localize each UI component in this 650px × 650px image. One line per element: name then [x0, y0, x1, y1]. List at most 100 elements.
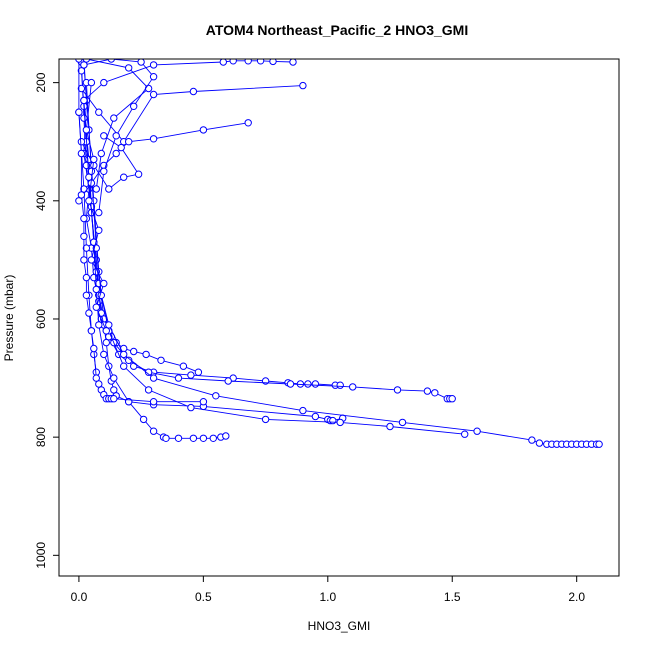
data-point: [87, 327, 96, 335]
data-point: [304, 380, 312, 388]
data-point: [120, 173, 128, 181]
data-point: [199, 398, 208, 406]
data-point: [110, 114, 118, 122]
data-point: [95, 226, 103, 235]
data-point: [134, 170, 143, 178]
data-point: [398, 418, 407, 427]
data-point: [117, 143, 125, 152]
data-point: [92, 374, 101, 382]
x-tick-label: 1.5: [444, 590, 461, 604]
series-11: [75, 119, 252, 205]
data-point: [149, 427, 158, 435]
data-point: [75, 59, 83, 63]
data-point: [256, 59, 265, 65]
data-point: [102, 327, 111, 335]
x-tick-label: 1.0: [319, 590, 336, 604]
data-point: [199, 434, 208, 442]
data-point: [311, 380, 320, 388]
data-point: [102, 338, 111, 347]
data-point: [189, 434, 198, 442]
data-point: [473, 427, 481, 435]
data-point: [535, 439, 544, 447]
data-point: [77, 138, 86, 146]
data-point: [87, 78, 96, 87]
data-point: [100, 78, 108, 87]
x-axis: 0.0 0.5 1.0 1.5 2.0: [71, 576, 585, 604]
y-tick-label: 200: [34, 72, 48, 92]
data-point: [112, 149, 120, 158]
data-point: [125, 356, 133, 364]
data-point: [125, 138, 133, 146]
data-point: [149, 135, 158, 143]
data-point: [142, 350, 150, 359]
data-point: [100, 167, 108, 176]
data-point: [97, 149, 106, 158]
data-point: [149, 61, 158, 69]
data-point: [82, 273, 91, 282]
series-14: [82, 78, 111, 335]
series-layer: [75, 59, 603, 448]
data-point: [311, 412, 320, 421]
data-point: [85, 197, 93, 205]
data-point: [149, 90, 158, 99]
data-point: [393, 386, 402, 394]
data-point: [107, 59, 115, 63]
plot-frame: [58, 58, 620, 577]
data-point: [149, 374, 158, 382]
data-point: [212, 392, 220, 400]
data-point: [100, 350, 108, 359]
data-point: [349, 383, 357, 391]
data-point: [120, 350, 128, 359]
series-15: [82, 59, 153, 193]
y-tick-label: 400: [34, 190, 48, 210]
series-9: [80, 59, 297, 105]
data-point: [174, 434, 183, 442]
data-point: [139, 415, 148, 424]
data-point: [431, 389, 439, 397]
data-point: [179, 362, 188, 370]
data-point: [229, 59, 237, 65]
data-point: [149, 398, 158, 406]
data-point: [95, 108, 103, 116]
series-7: [80, 96, 230, 442]
plot-area: [75, 59, 603, 448]
x-tick-label: 0.0: [71, 590, 88, 604]
data-point: [144, 84, 153, 93]
data-point: [329, 416, 337, 425]
data-point: [95, 321, 103, 329]
data-point: [100, 279, 108, 288]
data-point: [595, 440, 603, 448]
x-tick-label: 0.5: [195, 590, 212, 604]
data-point: [187, 403, 195, 412]
y-axis-label: Pressure (mbar): [2, 275, 16, 362]
data-point: [100, 132, 108, 140]
data-point: [125, 64, 133, 72]
data-point: [137, 59, 145, 66]
data-point: [157, 356, 165, 364]
data-point: [80, 114, 88, 122]
data-point: [87, 256, 96, 264]
data-point: [130, 102, 138, 111]
data-point: [82, 244, 91, 252]
data-point: [261, 415, 270, 424]
data-point: [286, 380, 295, 388]
data-point: [224, 377, 232, 385]
data-point: [82, 291, 91, 299]
data-point: [299, 81, 307, 90]
data-point: [244, 59, 252, 65]
data-point: [386, 422, 394, 431]
data-point: [75, 108, 83, 116]
series-line: [86, 59, 150, 190]
data-point: [80, 214, 88, 223]
data-point: [269, 59, 277, 66]
data-point: [92, 185, 101, 193]
data-point: [92, 303, 101, 311]
data-point: [336, 418, 344, 427]
data-point: [90, 155, 98, 164]
y-tick-label: 600: [34, 309, 48, 329]
data-point: [336, 381, 344, 389]
series-line: [81, 85, 303, 143]
data-point: [194, 368, 203, 376]
data-point: [187, 371, 195, 379]
